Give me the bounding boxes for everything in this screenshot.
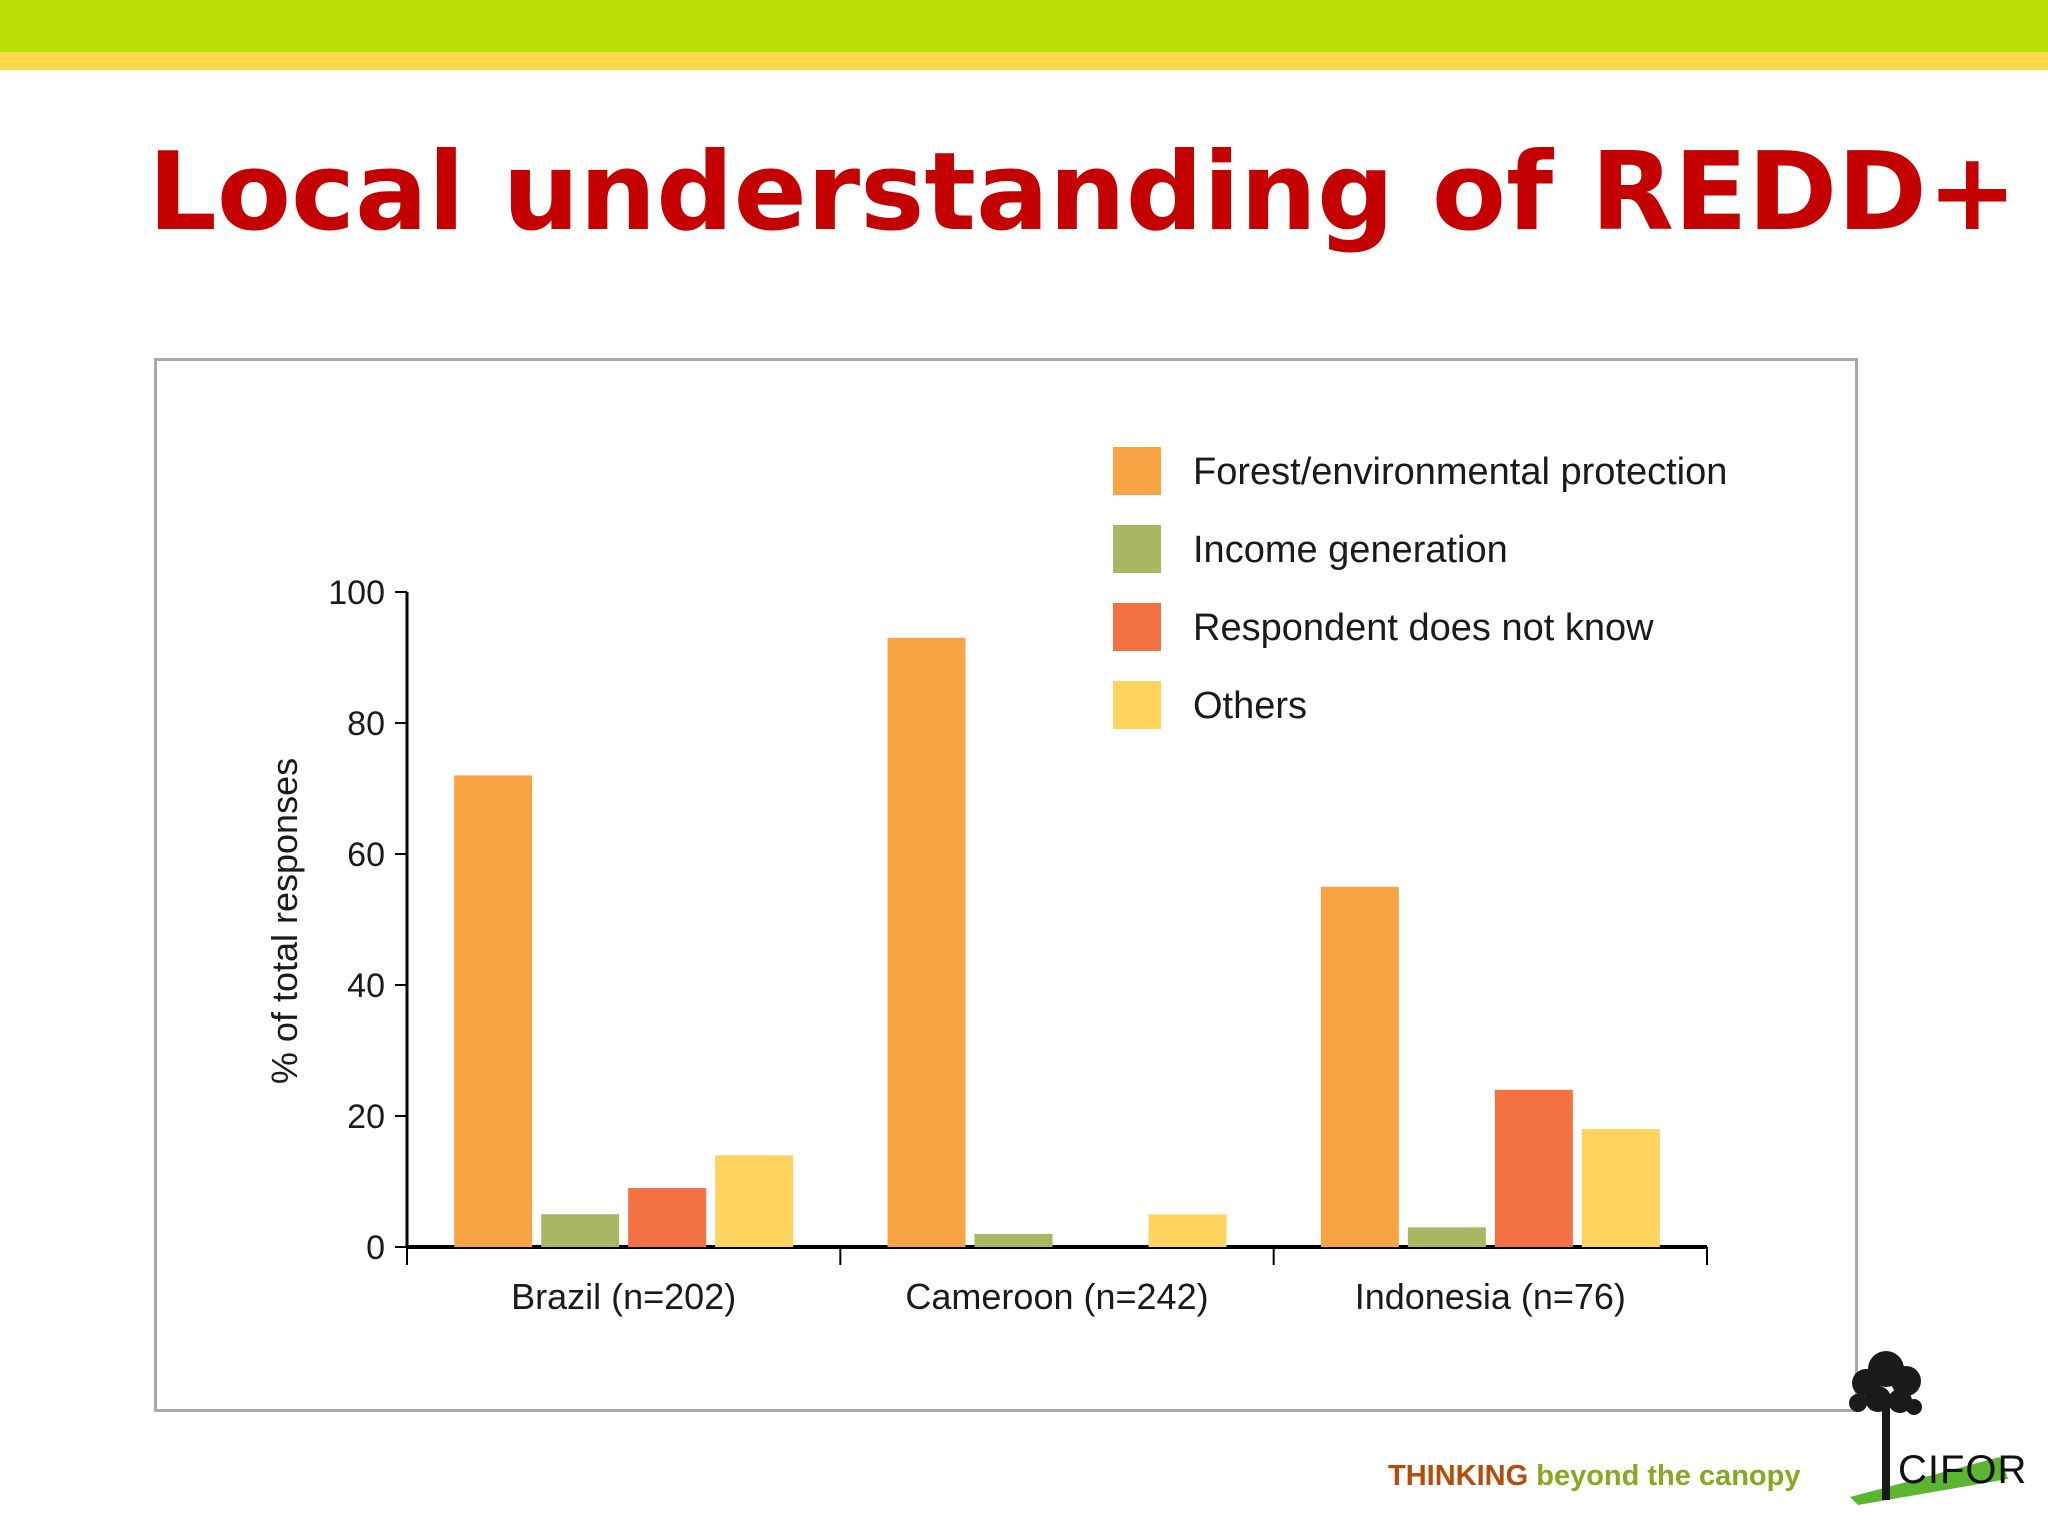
logo-tree-trunk xyxy=(1882,1405,1890,1500)
bar xyxy=(1494,1089,1573,1247)
legend-swatch xyxy=(1113,525,1161,573)
bar xyxy=(628,1188,707,1247)
bar xyxy=(715,1155,794,1247)
cifor-tree-logo[interactable] xyxy=(1840,1345,2015,1505)
bar xyxy=(541,1214,620,1247)
legend-swatch xyxy=(1113,603,1161,651)
top-band-yellow xyxy=(0,52,2048,70)
legend-label: Income generation xyxy=(1193,529,1508,571)
bar xyxy=(1407,1227,1486,1247)
bar xyxy=(974,1233,1053,1247)
y-tick-label: 40 xyxy=(347,967,385,1005)
y-axis-title: % of total responses xyxy=(264,758,305,1084)
tagline-strong: THINKING xyxy=(1388,1460,1529,1492)
slide-title: Local understanding of REDD+ xyxy=(148,130,2018,255)
bar xyxy=(887,637,966,1247)
y-tick-label: 100 xyxy=(328,574,385,612)
y-tick-label: 60 xyxy=(347,836,385,874)
chart-frame: 0 20 40 60 80 100 % of total responses Brazil (… xyxy=(154,358,1858,1412)
bar-chart: 0 20 40 60 80 100 % of total responses Brazil (… xyxy=(264,447,1727,1317)
footer-tagline: THINKING beyond the canopy xyxy=(1388,1460,1801,1493)
x-category-label: Brazil (n=202) xyxy=(511,1276,736,1317)
y-tick-label: 80 xyxy=(347,705,385,743)
y-tick-label: 0 xyxy=(366,1229,385,1267)
tagline-rest: beyond the canopy xyxy=(1528,1460,1801,1492)
top-band-green xyxy=(0,0,2048,52)
x-category-label: Cameroon (n=242) xyxy=(905,1276,1208,1317)
legend-swatch xyxy=(1113,447,1161,495)
bar xyxy=(1581,1129,1660,1247)
bar xyxy=(1148,1214,1227,1247)
cifor-logo-text: CIFOR xyxy=(1898,1448,2028,1492)
legend-swatch xyxy=(1113,681,1161,729)
legend-label: Respondent does not know xyxy=(1193,607,1654,649)
legend-label: Forest/environmental protection xyxy=(1193,451,1727,493)
legend-label: Others xyxy=(1193,685,1307,727)
bar xyxy=(454,775,533,1247)
y-tick-label: 20 xyxy=(347,1098,385,1136)
bar xyxy=(1320,886,1399,1247)
x-category-label: Indonesia (n=76) xyxy=(1355,1276,1626,1317)
